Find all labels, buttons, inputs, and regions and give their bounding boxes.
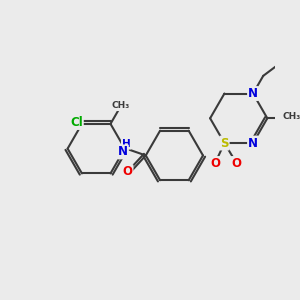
Text: H: H: [122, 139, 130, 149]
Text: O: O: [122, 165, 133, 178]
Text: N: N: [248, 87, 258, 100]
Text: O: O: [210, 157, 220, 170]
Text: N: N: [118, 146, 128, 158]
Text: Cl: Cl: [70, 116, 83, 129]
Text: S: S: [220, 136, 229, 150]
Text: O: O: [232, 157, 242, 170]
Text: N: N: [248, 136, 258, 150]
Text: CH₃: CH₃: [282, 112, 300, 122]
Text: CH₃: CH₃: [112, 101, 130, 110]
